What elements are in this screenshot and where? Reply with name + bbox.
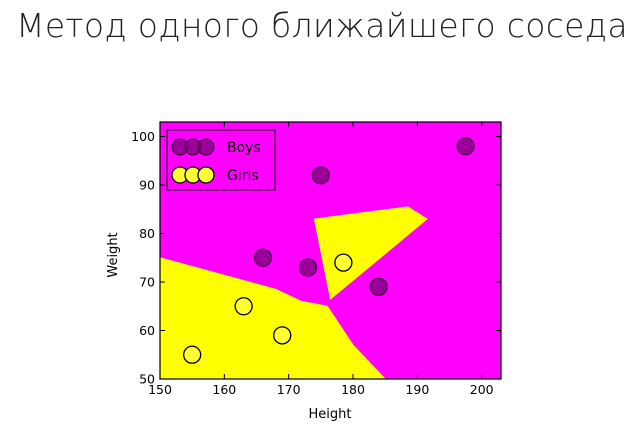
x-tick-label: 170 xyxy=(277,382,301,397)
point-girls xyxy=(183,345,202,364)
slide-title: Метод одного ближайшего соседа xyxy=(16,6,628,45)
y-tick-label: 60 xyxy=(139,323,155,338)
region-girls-2 xyxy=(313,206,428,300)
legend: Boys Girls xyxy=(166,129,276,191)
y-tick-label: 100 xyxy=(131,129,155,144)
legend-marker-girls xyxy=(197,166,215,184)
point-girls xyxy=(334,253,353,272)
point-boys xyxy=(253,248,273,267)
legend-label-girls: Girls xyxy=(227,168,259,184)
point-boys xyxy=(456,137,475,156)
y-tick-label: 80 xyxy=(139,226,155,241)
axes-frame xyxy=(159,121,502,380)
y-axis-label: Weight xyxy=(106,232,121,277)
point-boys xyxy=(311,166,330,185)
x-tick-label: 150 xyxy=(148,382,172,397)
point-boys xyxy=(298,258,318,277)
y-tick-label: 70 xyxy=(139,275,155,290)
point-boys xyxy=(369,277,388,297)
point-girls xyxy=(234,297,253,316)
x-tick-label: 160 xyxy=(212,382,236,397)
y-tick-label: 50 xyxy=(139,372,155,387)
point-girls xyxy=(273,326,292,345)
legend-label-boys: Boys xyxy=(227,140,261,156)
data-points xyxy=(183,137,475,364)
legend-marker-boys xyxy=(197,138,215,156)
x-axis-label: Height xyxy=(309,407,352,422)
x-tick-label: 190 xyxy=(405,382,429,397)
y-tick-label: 90 xyxy=(139,178,155,193)
x-tick-label: 180 xyxy=(341,382,365,397)
axis-ticks: 150 160 170 180 190 200 50 60 70 80 90 100 xyxy=(131,122,501,397)
decision-regions xyxy=(159,206,428,380)
x-tick-label: 200 xyxy=(470,382,494,397)
